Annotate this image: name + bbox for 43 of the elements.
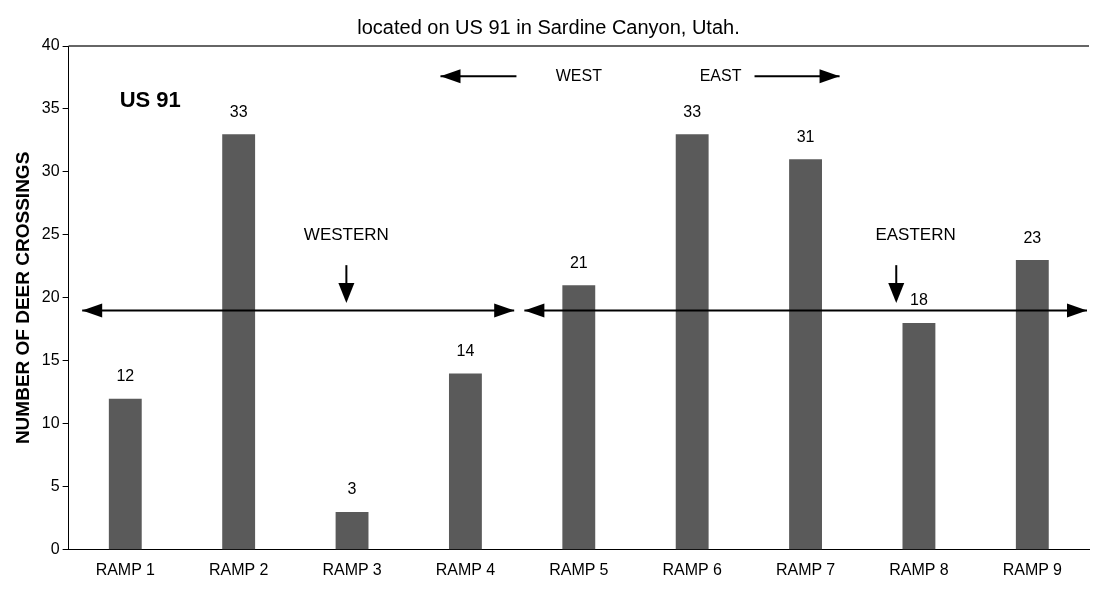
annotation: WEST [555, 66, 603, 84]
y-axis-title: NUMBER OF DEER CROSSINGS [11, 151, 33, 445]
x-tick-label: RAMP 1 [95, 560, 156, 578]
bar [222, 134, 256, 550]
data-label: 18 [910, 291, 928, 309]
data-label: 33 [683, 102, 702, 120]
data-label: 31 [796, 127, 815, 145]
bar [108, 398, 142, 550]
bar [675, 134, 709, 550]
bar [562, 285, 596, 550]
y-tick-label: 0 [50, 540, 60, 558]
chart-title: located on US 91 in Sardine Canyon, Utah. [357, 15, 740, 38]
y-tick-label: 35 [41, 99, 60, 117]
bar [448, 373, 482, 550]
x-tick-label: RAMP 3 [322, 560, 382, 578]
data-label: 23 [1023, 228, 1042, 246]
bar [335, 512, 369, 550]
annotation: US 91 [119, 87, 181, 113]
y-tick-label: 10 [41, 414, 60, 432]
y-tick-label: 40 [41, 36, 60, 54]
data-label: 14 [456, 341, 475, 359]
x-tick-label: RAMP 6 [662, 560, 722, 578]
x-tick-label: RAMP 2 [209, 560, 269, 578]
x-tick-label: RAMP 9 [1002, 560, 1063, 578]
x-tick-label: RAMP 4 [435, 560, 496, 578]
bar [789, 159, 822, 550]
bar [1015, 260, 1049, 550]
y-tick-label: 30 [41, 162, 60, 180]
data-label: 12 [116, 367, 135, 385]
y-tick-label: 5 [50, 477, 60, 495]
x-tick-label: RAMP 5 [549, 560, 609, 578]
x-tick-label: RAMP 8 [889, 560, 949, 578]
data-label: 33 [229, 102, 248, 120]
y-tick-label: 25 [41, 225, 60, 243]
x-tick-label: RAMP 7 [775, 560, 836, 578]
y-tick-label: 20 [41, 288, 60, 306]
y-tick-label: 15 [41, 351, 60, 369]
data-label: 21 [569, 253, 588, 271]
annotation: WESTERN [303, 224, 389, 244]
annotation: EAST [699, 66, 742, 84]
bar [902, 323, 936, 550]
annotation: EASTERN [875, 224, 956, 244]
data-label: 3 [347, 480, 357, 498]
